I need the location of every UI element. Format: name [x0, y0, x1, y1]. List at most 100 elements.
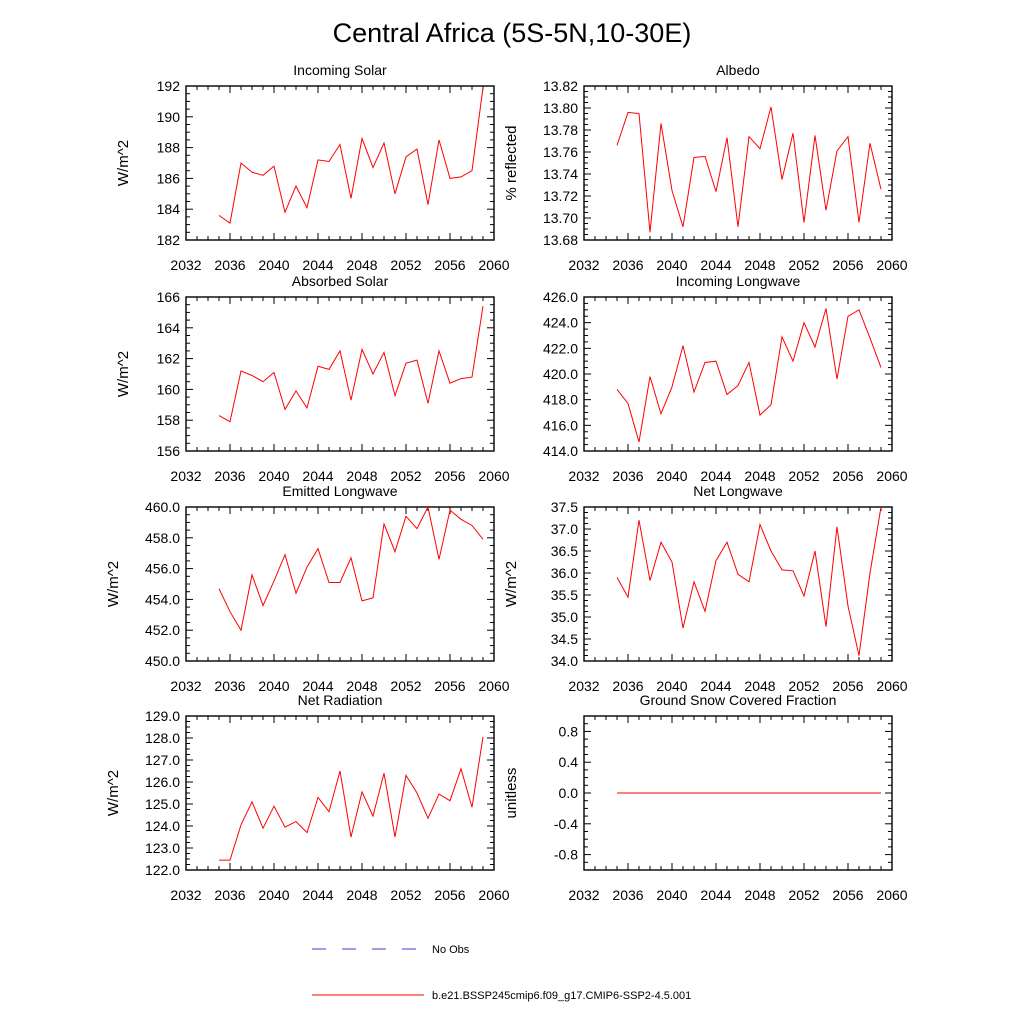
y-tick-label: 34.0 [551, 653, 578, 669]
x-tick-label: 2040 [258, 678, 289, 694]
y-axis-label: W/m^2 [115, 351, 132, 397]
panel-8: Ground Snow Covered Fraction 2032 2036 2040… [503, 692, 908, 903]
y-tick-label: 414.0 [543, 443, 578, 459]
x-tick-label: 2056 [434, 468, 465, 484]
y-tick-label: 13.80 [543, 100, 578, 116]
x-tick-label: 2032 [568, 678, 599, 694]
x-tick-label: 2040 [656, 678, 687, 694]
x-tick-label: 2044 [302, 257, 333, 273]
x-tick-label: 2036 [612, 257, 643, 273]
x-tick-label: 2036 [214, 468, 245, 484]
y-tick-label: 0.4 [559, 754, 579, 770]
series-line [218, 306, 484, 423]
x-tick-label: 2040 [656, 887, 687, 903]
panel-2: Albedo 2032 2036 2040 2044 2048 2052 2056 2060 13… [503, 62, 908, 273]
y-tick-label: -0.4 [554, 816, 578, 832]
x-tick-label: 2056 [434, 678, 465, 694]
legend-model-label: b.e21.BSSP245cmip6.f09_g17.CMIP6-SSP2-4.… [432, 990, 691, 1002]
y-tick-label: 13.68 [543, 232, 578, 248]
y-tick-label: 450.0 [145, 653, 180, 669]
x-tick-label: 2044 [700, 257, 731, 273]
panel-title: Emitted Longwave [282, 483, 397, 499]
x-tick-label: 2040 [258, 257, 289, 273]
x-tick-label: 2032 [170, 468, 201, 484]
x-tick-label: 2052 [390, 257, 421, 273]
plot-frame [185, 715, 495, 871]
series-line [616, 308, 882, 443]
y-tick-label: 123.0 [145, 840, 180, 856]
x-tick-label: 2056 [832, 678, 863, 694]
y-tick-label: 188 [157, 140, 181, 156]
panel-7: Net Radiation 2032 2036 2040 2044 2048 2052 205… [105, 692, 510, 903]
x-tick-label: 2056 [434, 887, 465, 903]
x-tick-label: 2040 [656, 257, 687, 273]
y-tick-label: 164 [157, 320, 181, 336]
x-tick-label: 2048 [346, 887, 377, 903]
y-tick-label: 37.5 [551, 499, 578, 515]
figure-title: Central Africa (5S-5N,10-30E) [333, 18, 692, 48]
x-tick-label: 2056 [434, 257, 465, 273]
panel-4: Incoming Longwave 2032 2036 2040 2044 2048 205… [543, 273, 908, 484]
x-tick-label: 2060 [876, 468, 907, 484]
y-tick-label: 160 [157, 381, 181, 397]
panel-title: Ground Snow Covered Fraction [640, 692, 837, 708]
x-tick-label: 2048 [744, 678, 775, 694]
panel-title: Absorbed Solar [292, 273, 389, 289]
legend: No Obs b.e21.BSSP245cmip6.f09_g17.CMIP6-… [312, 944, 691, 1002]
x-tick-label: 2044 [700, 678, 731, 694]
x-tick-label: 2040 [258, 887, 289, 903]
x-tick-label: 2036 [612, 678, 643, 694]
x-tick-label: 2060 [876, 678, 907, 694]
y-tick-label: 0.0 [559, 785, 579, 801]
y-axis-label: W/m^2 [105, 770, 122, 816]
x-tick-label: 2040 [258, 468, 289, 484]
x-tick-label: 2044 [700, 887, 731, 903]
x-tick-label: 2048 [346, 468, 377, 484]
x-tick-label: 2048 [346, 678, 377, 694]
x-tick-label: 2032 [170, 257, 201, 273]
plot-frame [185, 296, 495, 452]
x-tick-label: 2060 [478, 257, 509, 273]
y-tick-label: 452.0 [145, 622, 180, 638]
plot-frame [185, 506, 495, 662]
x-tick-label: 2044 [302, 887, 333, 903]
y-tick-label: 13.70 [543, 210, 578, 226]
y-tick-label: 190 [157, 109, 181, 125]
y-tick-label: 186 [157, 170, 181, 186]
x-tick-label: 2036 [214, 257, 245, 273]
x-tick-label: 2060 [876, 257, 907, 273]
x-tick-label: 2036 [612, 887, 643, 903]
panels: Incoming Solar 2032 2036 2040 2044 2048 2052 20… [105, 62, 908, 903]
x-tick-label: 2040 [656, 468, 687, 484]
panel-6: Net Longwave 2032 2036 2040 2044 2048 2052 2056… [503, 483, 908, 694]
y-tick-label: 184 [157, 201, 181, 217]
y-tick-label: 13.72 [543, 188, 578, 204]
y-tick-label: 36.5 [551, 543, 578, 559]
x-tick-label: 2048 [744, 887, 775, 903]
y-tick-label: 182 [157, 232, 181, 248]
series-line [218, 505, 484, 632]
x-tick-label: 2052 [788, 257, 819, 273]
y-axis-label: W/m^2 [503, 561, 520, 607]
x-tick-label: 2044 [302, 468, 333, 484]
x-tick-label: 2060 [478, 468, 509, 484]
x-tick-label: 2052 [390, 678, 421, 694]
y-tick-label: 34.5 [551, 631, 578, 647]
y-tick-label: 456.0 [145, 561, 180, 577]
y-tick-label: 0.8 [559, 723, 579, 739]
series-line [616, 506, 882, 656]
y-tick-label: 13.78 [543, 122, 578, 138]
y-tick-label: 420.0 [543, 366, 578, 382]
x-tick-label: 2052 [390, 468, 421, 484]
x-tick-label: 2056 [832, 887, 863, 903]
x-tick-label: 2044 [700, 468, 731, 484]
y-tick-label: 454.0 [145, 591, 180, 607]
x-tick-label: 2032 [170, 678, 201, 694]
y-axis-label: W/m^2 [105, 561, 122, 607]
y-tick-label: 35.0 [551, 609, 578, 625]
x-tick-label: 2060 [478, 887, 509, 903]
y-tick-label: 158 [157, 412, 181, 428]
y-axis-label: unitless [503, 768, 520, 819]
x-tick-label: 2036 [214, 678, 245, 694]
x-tick-label: 2052 [788, 468, 819, 484]
